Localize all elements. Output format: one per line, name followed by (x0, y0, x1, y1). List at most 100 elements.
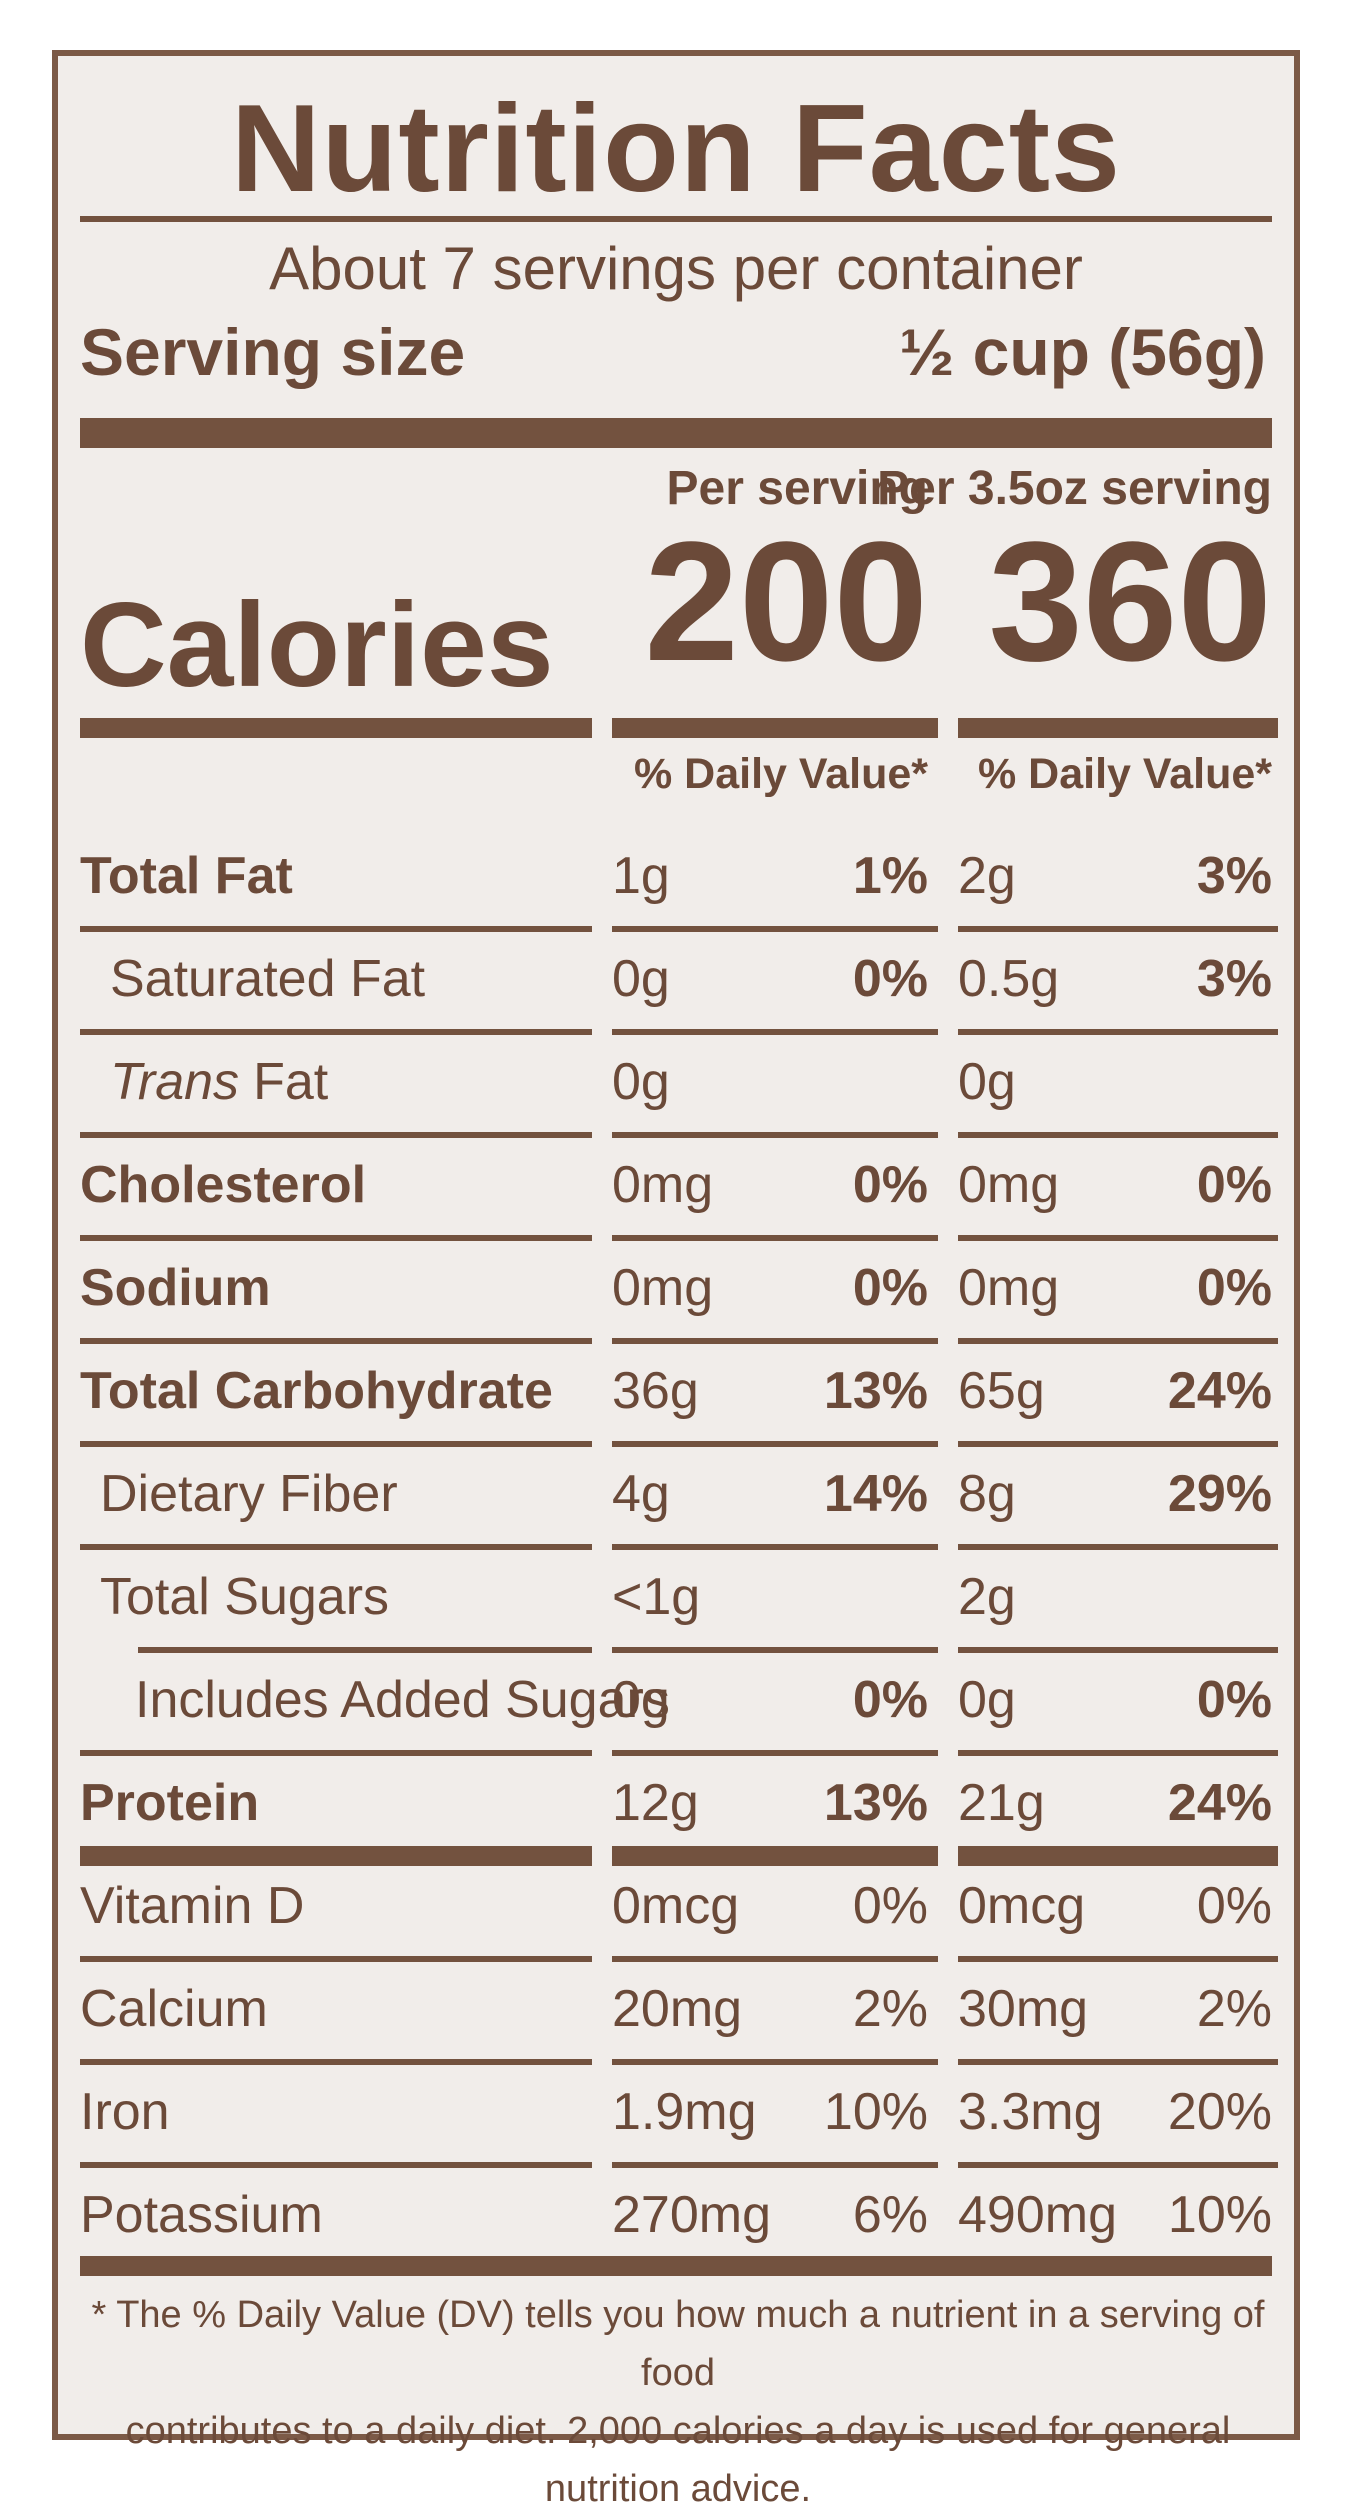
daily-value-header: % Daily Value* (634, 750, 928, 798)
amount-per-3-5oz: 0mcg (958, 1877, 1086, 1935)
row-divider (138, 1647, 592, 1653)
dv-per-serving: 13% (823, 1774, 928, 1832)
thick-rule (958, 718, 1278, 738)
dv-per-3-5oz: 0% (1196, 1156, 1272, 1214)
nutrient-row: Cholesterol 0mg 0% 0mg 0% (58, 1135, 1294, 1241)
nutrient-row: Trans Fat 0g 0g (58, 1032, 1294, 1138)
amount-per-serving: 1g (612, 847, 670, 905)
nutrient-label-text: Potassium (80, 2186, 323, 2244)
dv-per-3-5oz: 0% (1196, 1877, 1272, 1935)
nutrient-label-text: Includes Added Sugars (135, 1671, 670, 1729)
row-divider (958, 1544, 1278, 1550)
dv-per-3-5oz: 10% (1167, 2186, 1272, 2244)
row-divider (80, 1132, 592, 1138)
nutrient-label: Potassium (80, 2185, 323, 2245)
dv-per-serving: 14% (823, 1465, 928, 1523)
serving-size-value: ½ cup (56g) (899, 315, 1266, 389)
dv-per-serving: 1% (852, 847, 928, 905)
nutrient-label-italic: Trans (110, 1053, 240, 1111)
dv-per-serving: 2% (852, 1980, 928, 2038)
row-divider (958, 2162, 1278, 2168)
row-divider (80, 926, 592, 932)
serving-size-label: Serving size (80, 315, 466, 389)
calories-per-3-5oz: 360 (988, 507, 1272, 697)
nutrient-row: Total Fat 1g 1% 2g 3% (58, 826, 1294, 932)
nutrient-label: Trans Fat (110, 1052, 328, 1112)
dv-per-serving: 0% (852, 950, 928, 1008)
dv-per-serving: 10% (823, 2083, 928, 2141)
amount-per-3-5oz: 65g (958, 1362, 1045, 1420)
footnote-line: * The % Daily Value (DV) tells you how m… (91, 2294, 1265, 2394)
row-divider (958, 1750, 1278, 1756)
row-divider (612, 1235, 938, 1241)
amount-per-3-5oz: 21g (958, 1774, 1045, 1832)
dv-per-3-5oz: 2% (1196, 1980, 1272, 2038)
nutrient-label-text: Total Carbohydrate (80, 1362, 553, 1420)
calories-label: Calories (80, 578, 554, 712)
dv-per-3-5oz: 0% (1196, 1671, 1272, 1729)
amount-per-serving: 0mg (612, 1259, 714, 1317)
nutrient-row: Dietary Fiber 4g 14% 8g 29% (58, 1444, 1294, 1550)
row-divider (80, 1029, 592, 1035)
nutrient-label: Dietary Fiber (100, 1464, 398, 1524)
nutrient-label-text: Protein (80, 1774, 260, 1832)
row-divider (612, 1647, 938, 1653)
row-divider (612, 1132, 938, 1138)
nutrition-title: Nutrition Facts (231, 80, 1121, 218)
nutrient-row: Total Sugars <1g 2g (58, 1547, 1294, 1653)
amount-per-3-5oz: 8g (958, 1465, 1016, 1523)
dv-per-3-5oz: 29% (1167, 1465, 1272, 1523)
dv-per-3-5oz: 24% (1167, 1362, 1272, 1420)
amount-per-serving: 1.9mg (612, 2083, 757, 2141)
row-divider (612, 1750, 938, 1756)
amount-per-3-5oz: 2g (958, 1568, 1016, 1626)
row-divider (80, 2059, 592, 2065)
nutrient-row: Total Carbohydrate 36g 13% 65g 24% (58, 1341, 1294, 1447)
dv-per-serving: 6% (852, 2186, 928, 2244)
row-divider (612, 1029, 938, 1035)
row-divider (80, 2162, 592, 2168)
row-divider (80, 1544, 592, 1550)
per-3-5oz-header: Per 3.5oz serving (877, 462, 1272, 515)
nutrient-label: Vitamin D (80, 1876, 304, 1936)
nutrient-row: Calcium 20mg 2% 30mg 2% (58, 1959, 1294, 2065)
amount-per-3-5oz: 30mg (958, 1980, 1089, 2038)
dv-per-serving: 0% (852, 1156, 928, 1214)
amount-per-serving: 0g (612, 1053, 670, 1111)
amount-per-serving: 0g (612, 1671, 670, 1729)
row-divider (958, 1647, 1278, 1653)
dv-per-3-5oz: 24% (1167, 1774, 1272, 1832)
nutrient-label: Saturated Fat (110, 949, 425, 1009)
row-divider (612, 1846, 938, 1866)
amount-per-serving: 0g (612, 950, 670, 1008)
nutrient-row: Saturated Fat 0g 0% 0.5g 3% (58, 929, 1294, 1035)
nutrient-label-text: Cholesterol (80, 1156, 367, 1214)
row-divider (612, 1544, 938, 1550)
row-divider (80, 1750, 592, 1756)
nutrient-label-text: Calcium (80, 1980, 268, 2038)
dv-per-serving: 0% (852, 1671, 928, 1729)
row-divider (80, 1338, 592, 1344)
row-divider (80, 1846, 592, 1866)
per-serving-header: Per serving (666, 462, 928, 515)
amount-per-3-5oz: 0mg (958, 1156, 1060, 1214)
nutrient-label: Calcium (80, 1979, 268, 2039)
nutrient-label-text: Saturated Fat (110, 950, 426, 1008)
nutrient-label: Total Fat (80, 846, 293, 906)
nutrient-label-text: Dietary Fiber (100, 1465, 398, 1523)
row-divider (612, 926, 938, 932)
nutrient-label-text: Total Fat (80, 847, 293, 905)
nutrient-row: Includes Added Sugars 0g 0% 0g 0% (58, 1650, 1294, 1756)
nutrient-label-text: Vitamin D (80, 1877, 305, 1935)
row-divider (612, 2059, 938, 2065)
amount-per-serving: <1g (612, 1568, 701, 1626)
rule (80, 216, 1272, 222)
row-divider (958, 1441, 1278, 1447)
amount-per-serving: 20mg (612, 1980, 743, 2038)
row-divider (958, 1338, 1278, 1344)
thick-rule (80, 718, 592, 738)
nutrient-label-text: Fat (253, 1053, 329, 1111)
thick-rule (612, 718, 938, 738)
nutrient-row: Protein 12g 13% 21g 24% (58, 1753, 1294, 1866)
row-divider (958, 926, 1278, 932)
